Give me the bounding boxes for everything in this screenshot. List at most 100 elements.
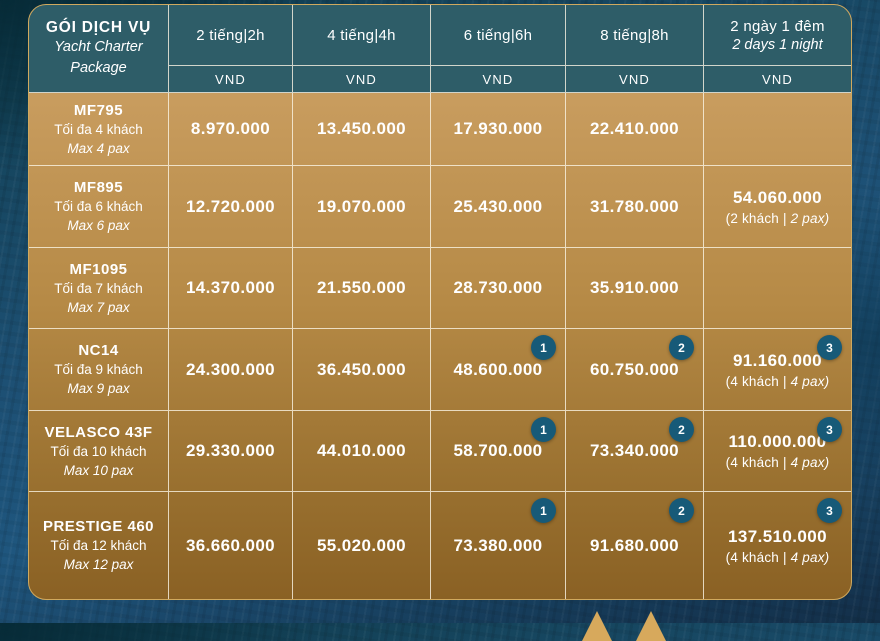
price-value: 44.010.000: [316, 441, 407, 460]
price-value: 21.550.000: [316, 278, 407, 297]
yacht-name-cell: VELASCO 43F Tối đa 10 khách Max 10 pax: [29, 411, 169, 492]
yacht-name-cell: MF795 Tối đa 4 khách Max 4 pax: [29, 93, 169, 166]
price-cell: [704, 93, 851, 166]
gold-triangle-decoration: [582, 611, 612, 641]
price-cell: 28.730.000: [431, 248, 566, 329]
price-cell: 3 91.160.000 (4 khách | 4 pax): [704, 329, 851, 411]
capacity-vi: Tối đa 12 khách: [50, 538, 147, 554]
duration-label: 6 tiếng|6h: [463, 26, 533, 44]
price-note: (4 khách | 4 pax): [726, 455, 830, 470]
capacity-en: Max 4 pax: [67, 140, 130, 156]
capacity-en: Max 12 pax: [63, 557, 134, 572]
capacity-en: Max 6 pax: [67, 218, 130, 233]
price-cell: 12.720.000: [169, 166, 293, 248]
price-value: 58.700.000: [453, 441, 543, 460]
option-badge: 2: [669, 498, 694, 523]
price-value: 22.410.000: [589, 119, 680, 138]
price-note: (4 khách | 4 pax): [726, 550, 830, 565]
price-cell: 25.430.000: [431, 166, 566, 248]
price-cell: 3 137.510.000 (4 khách | 4 pax): [704, 492, 851, 599]
price-note-italic: 4 pax): [790, 549, 830, 565]
option-badge: 3: [817, 417, 842, 442]
price-value: 110.000.000: [728, 432, 827, 451]
capacity-vi: Tối đa 4 khách: [54, 121, 143, 137]
price-note-regular: (4 khách |: [725, 373, 791, 389]
price-cell: 8.970.000: [169, 93, 293, 166]
capacity-vi: Tối đa 7 khách: [54, 280, 143, 296]
price-value: 25.430.000: [453, 196, 543, 216]
price-value: 36.450.000: [316, 359, 407, 379]
price-cell: 21.550.000: [293, 248, 431, 329]
price-value: 91.680.000: [589, 535, 680, 555]
price-cell: 2 60.750.000: [566, 329, 704, 411]
price-note-italic: 4 pax): [790, 455, 830, 470]
duration-header-cell: 8 tiếng|8h: [566, 5, 704, 66]
price-cell: [704, 248, 851, 329]
yacht-name-cell: NC14 Tối đa 9 khách Max 9 pax: [29, 329, 169, 411]
price-value: 55.020.000: [316, 535, 407, 555]
yacht-name: NC14: [78, 342, 119, 360]
price-value: 91.160.000: [732, 350, 823, 370]
price-cell: 36.660.000: [169, 492, 293, 599]
price-cell: 14.370.000: [169, 248, 293, 329]
capacity-en: Max 10 pax: [63, 462, 134, 478]
currency-cell: VND: [431, 66, 566, 93]
price-cell: 1 48.600.000: [431, 329, 566, 411]
price-value: 19.070.000: [316, 196, 407, 216]
price-cell: 2 91.680.000: [566, 492, 704, 599]
price-value: 54.060.000: [732, 187, 823, 207]
price-cell: 19.070.000: [293, 166, 431, 248]
price-cell: 31.780.000: [566, 166, 704, 248]
option-badge: 1: [531, 335, 556, 360]
capacity-vi: Tối đa 6 khách: [54, 199, 143, 215]
price-value: 137.510.000: [728, 526, 827, 546]
yacht-name: MF895: [73, 179, 124, 197]
capacity-vi: Tối đa 9 khách: [54, 362, 143, 378]
duration-label: 2 tiếng|2h: [196, 26, 265, 44]
currency-cell: VND: [704, 66, 851, 93]
yacht-name: VELASCO 43F: [44, 423, 153, 441]
yacht-name: MF1095: [69, 260, 128, 278]
duration-header-cell: 6 tiếng|6h: [431, 5, 566, 66]
price-cell: 22.410.000: [566, 93, 704, 166]
price-cell: 44.010.000: [293, 411, 431, 492]
price-value: 60.750.000: [589, 359, 680, 379]
option-badge: 1: [531, 417, 556, 442]
option-badge: 1: [531, 498, 556, 523]
duration-label-en: 2 days 1 night: [732, 36, 823, 53]
duration-header-cell: 2 tiếng|2h: [169, 5, 293, 66]
price-value: 8.970.000: [190, 119, 271, 138]
yacht-name: PRESTIGE 460: [42, 518, 155, 536]
price-value: 73.340.000: [589, 441, 680, 460]
option-badge: 2: [669, 335, 694, 360]
price-cell: 13.450.000: [293, 93, 431, 166]
price-cell: 55.020.000: [293, 492, 431, 599]
price-cell: 36.450.000: [293, 329, 431, 411]
price-cell: 2 73.340.000: [566, 411, 704, 492]
capacity-en: Max 7 pax: [67, 299, 130, 315]
price-cell: 1 73.380.000: [431, 492, 566, 599]
option-badge: 3: [817, 498, 842, 523]
price-value: 31.780.000: [589, 196, 680, 216]
price-value: 35.910.000: [589, 278, 680, 297]
price-value: 17.930.000: [453, 119, 543, 138]
price-cell: 17.930.000: [431, 93, 566, 166]
price-note-italic: 4 pax): [790, 373, 830, 389]
price-cell: 35.910.000: [566, 248, 704, 329]
duration-label: 4 tiếng|4h: [327, 26, 396, 44]
yacht-name-cell: PRESTIGE 460 Tối đa 12 khách Max 12 pax: [29, 492, 169, 599]
price-value: 48.600.000: [453, 359, 543, 379]
package-header-cell: GÓI DỊCH VỤ Yacht Charter Package: [29, 5, 169, 93]
price-value: 29.330.000: [185, 441, 276, 460]
price-note-regular: (4 khách |: [725, 549, 791, 565]
price-value: 36.660.000: [185, 535, 276, 555]
price-value: 24.300.000: [185, 359, 276, 379]
price-table: GÓI DỊCH VỤ Yacht Charter Package 2 tiến…: [28, 4, 852, 600]
option-badge: 2: [669, 417, 694, 442]
price-cell: 3 110.000.000 (4 khách | 4 pax): [704, 411, 851, 492]
duration-label: 2 ngày 1 đêm: [730, 17, 825, 35]
gold-triangle-decoration: [636, 611, 666, 641]
price-value: 12.720.000: [185, 196, 276, 216]
yacht-name-cell: MF1095 Tối đa 7 khách Max 7 pax: [29, 248, 169, 329]
price-cell: 1 58.700.000: [431, 411, 566, 492]
